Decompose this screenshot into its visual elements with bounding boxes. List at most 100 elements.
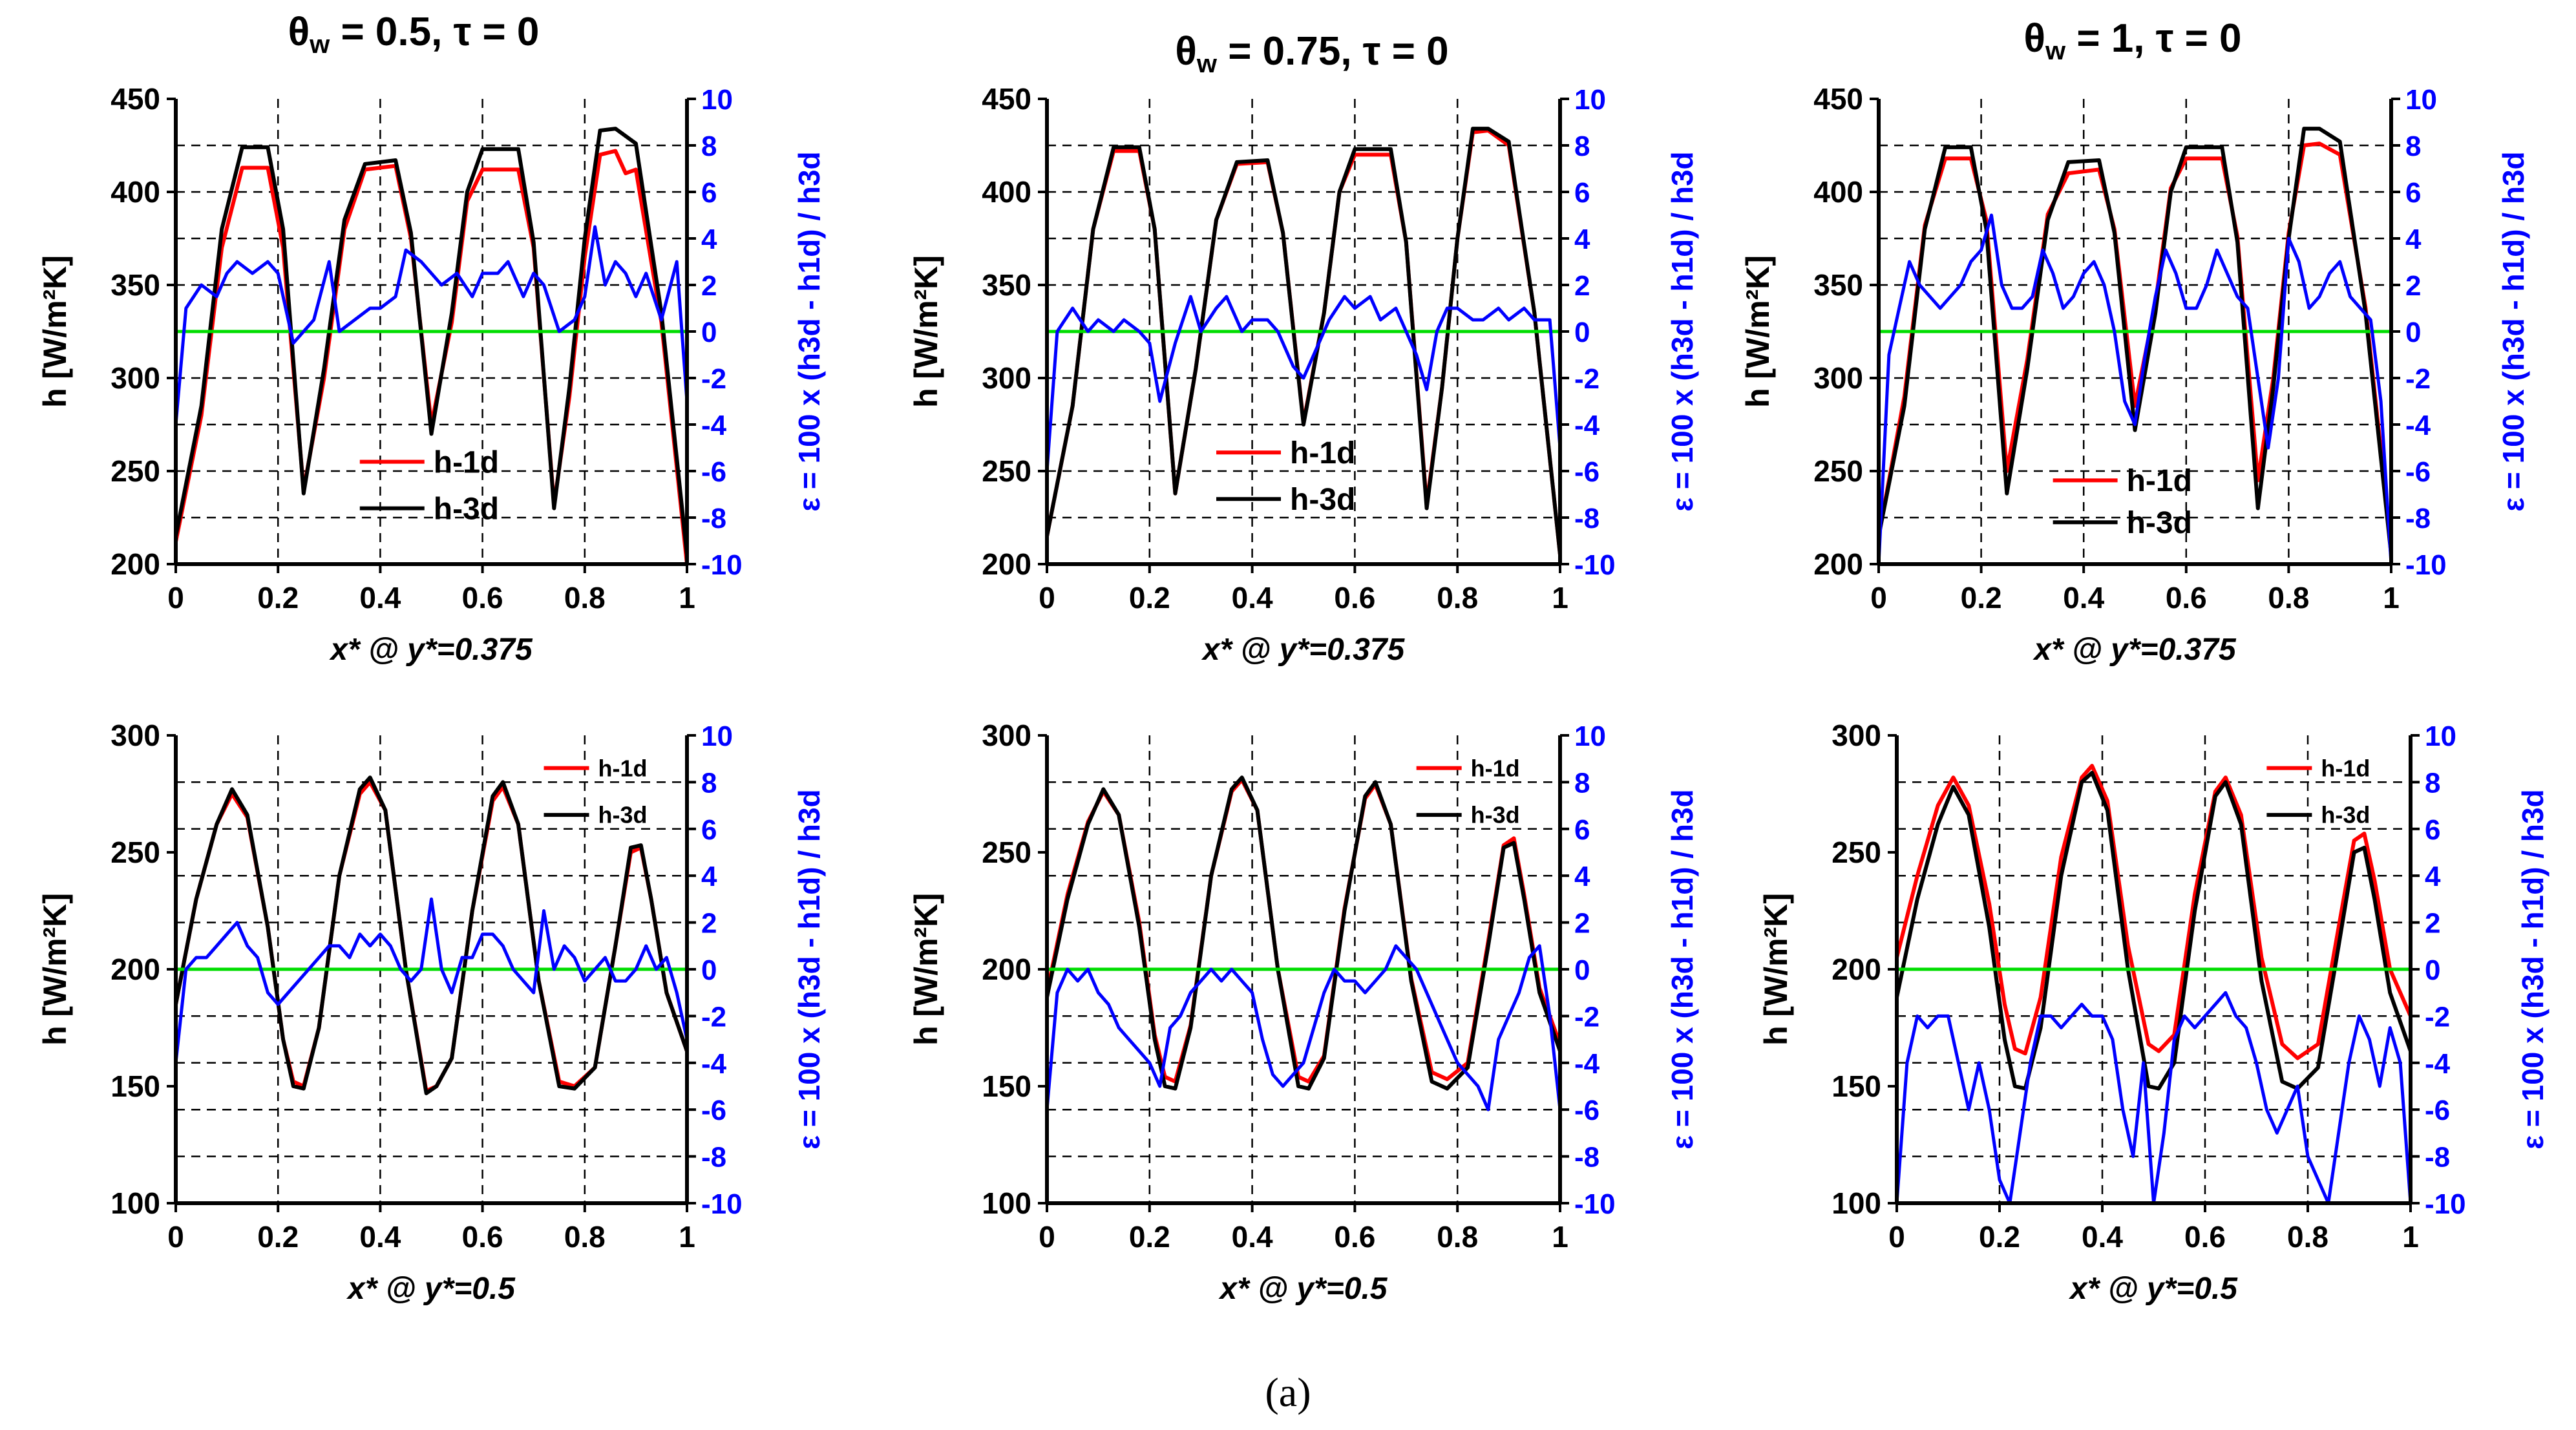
y2-tick-label: -10 bbox=[2425, 1188, 2466, 1220]
y2-tick-label: -2 bbox=[1574, 363, 1599, 395]
y2-tick-label: -2 bbox=[2425, 1001, 2450, 1033]
x-tick-label: 0.4 bbox=[1232, 581, 1273, 615]
y-axis-label-left: h [W/m²K] bbox=[1740, 255, 1776, 408]
y2-tick-label: 10 bbox=[2405, 84, 2437, 116]
y2-tick-label: -10 bbox=[1574, 549, 1616, 581]
x-tick-label: 0.6 bbox=[1334, 1220, 1375, 1254]
y2-tick-label: 4 bbox=[1574, 861, 1590, 892]
y-tick-label: 300 bbox=[982, 361, 1031, 395]
chart-panel-6: 0 0.2 0.4 0.6 0.8 1100150200250300-10-8-6-4-2… bbox=[1758, 719, 2550, 1306]
y2-tick-label: 10 bbox=[2425, 720, 2456, 752]
y2-tick-label: -8 bbox=[1574, 1142, 1599, 1173]
series-h-3d bbox=[1895, 770, 2412, 1091]
x-tick-label: 0 bbox=[167, 581, 184, 615]
y-tick-label: 200 bbox=[1832, 952, 1881, 986]
chart-panel-2: 0 0.2 0.4 0.6 0.8 1 200 250 300 350 400 450 -10 -8 -6 -… bbox=[908, 29, 1699, 667]
y2-tick-label: -10 bbox=[701, 1188, 743, 1220]
x-tick-label: 0.4 bbox=[2082, 1220, 2123, 1254]
chart-panel-3: 0 0.2 0.4 0.6 0.8 1 200 250 300 350 400 450 -10 -8 -6 -… bbox=[1740, 16, 2530, 667]
x-tick-label: 0.2 bbox=[1961, 581, 2002, 615]
y2-tick-label: 6 bbox=[1574, 177, 1590, 209]
y-axis-label-left: h [W/m²K] bbox=[1758, 893, 1794, 1046]
y-axis-label-right: ε = 100 x (h3d - h1d) / h3d bbox=[792, 151, 826, 511]
x-tick-label: 0 bbox=[1870, 581, 1887, 615]
y2-tick-label: -4 bbox=[1574, 410, 1600, 441]
y2-tick-label: -10 bbox=[701, 549, 743, 581]
legend-label-h-3d: h-3d bbox=[2321, 802, 2370, 828]
y2-tick-label: 0 bbox=[701, 317, 717, 348]
y2-tick-label: -4 bbox=[1574, 1048, 1600, 1080]
y-axis-label-left: h [W/m²K] bbox=[37, 893, 73, 1046]
y2-tick-label: 0 bbox=[1574, 317, 1590, 348]
y2-tick-label: -8 bbox=[1574, 503, 1599, 534]
y2-tick-label: 4 bbox=[2405, 224, 2422, 255]
y2-tick-label: 4 bbox=[1574, 224, 1590, 255]
y2-tick-label: 8 bbox=[2405, 131, 2421, 162]
x-axis-label: x* @ y*=0.5 bbox=[2068, 1272, 2238, 1306]
y2-tick-label: 2 bbox=[2405, 270, 2421, 302]
x-axis-label: x* @ y*=0.5 bbox=[1218, 1272, 1388, 1306]
y-axis-label-right: ε = 100 x (h3d - h1d) / h3d bbox=[2516, 789, 2550, 1149]
x-tick-label: 0.4 bbox=[359, 581, 401, 615]
y-tick-label: 150 bbox=[1832, 1069, 1881, 1103]
x-tick-label: 0.6 bbox=[462, 1220, 503, 1254]
chart-title: θw = 1, τ = 0 bbox=[2023, 16, 2241, 65]
y2-tick-label: -4 bbox=[2425, 1048, 2451, 1080]
caption-text: (a) bbox=[1265, 1369, 1311, 1415]
series-h-3d bbox=[1045, 775, 1562, 1091]
y2-tick-label: -8 bbox=[2405, 503, 2431, 534]
y2-tick-label: 2 bbox=[701, 270, 717, 302]
x-axis-label: x* @ y*=0.5 bbox=[346, 1272, 516, 1306]
y2-tick-label: -10 bbox=[1574, 1188, 1616, 1220]
x-axis-label: x* @ y*=0.375 bbox=[2032, 633, 2237, 667]
series-h-3d bbox=[174, 127, 689, 555]
y2-tick-label: -8 bbox=[701, 1142, 726, 1173]
y-tick-label: 100 bbox=[1832, 1186, 1881, 1220]
x-tick-label: 0.6 bbox=[1334, 581, 1375, 615]
series-h-3d bbox=[174, 775, 689, 1095]
y-tick-label: 400 bbox=[982, 175, 1031, 209]
y2-tick-label: 4 bbox=[2425, 861, 2441, 892]
x-tick-label: 0.8 bbox=[564, 581, 606, 615]
y2-tick-label: 10 bbox=[701, 84, 733, 116]
y-tick-label: 250 bbox=[111, 836, 160, 869]
y-tick-label: 400 bbox=[111, 175, 160, 209]
y-tick-label: 250 bbox=[982, 836, 1031, 869]
y-axis-label-left: h [W/m²K] bbox=[908, 893, 944, 1046]
figure-caption: (a) bbox=[1223, 1369, 1353, 1416]
legend-label-h-1d: h-1d bbox=[1290, 436, 1355, 470]
series-h-1d bbox=[174, 149, 689, 565]
x-tick-label: 0.2 bbox=[257, 581, 299, 615]
y2-tick-label: 6 bbox=[1574, 814, 1590, 846]
x-axis-label: x* @ y*=0.375 bbox=[328, 633, 533, 667]
y-axis-label-left: h [W/m²K] bbox=[908, 255, 944, 408]
series-epsilon bbox=[174, 225, 689, 425]
x-axis-label: x* @ y*=0.375 bbox=[1201, 633, 1406, 667]
chart-panel-5: 0 0.2 0.4 0.6 0.8 1100150200250300-10-8-6-4-2… bbox=[908, 719, 1699, 1306]
y2-tick-label: -6 bbox=[1574, 456, 1599, 488]
y-tick-label: 250 bbox=[982, 454, 1031, 488]
legend-label-h-3d: h-3d bbox=[1290, 483, 1355, 517]
chart-panel-4: 0 0.2 0.4 0.6 0.8 1100150200250300-10-8-6-4-2… bbox=[37, 719, 826, 1306]
y-tick-label: 250 bbox=[1832, 836, 1881, 869]
y2-tick-label: -2 bbox=[701, 363, 726, 395]
series-h-3d bbox=[1045, 127, 1562, 555]
x-tick-label: 0.2 bbox=[257, 1220, 299, 1254]
legend-label-h-3d: h-3d bbox=[1471, 802, 1520, 828]
y-tick-label: 300 bbox=[111, 361, 160, 395]
y2-tick-label: -2 bbox=[701, 1001, 726, 1033]
y2-tick-label: 2 bbox=[1574, 270, 1590, 302]
y-tick-label: 450 bbox=[982, 82, 1031, 116]
y-axis-label-right: ε = 100 x (h3d - h1d) / h3d bbox=[2497, 151, 2530, 511]
chart-panel-1: 0 0.2 0.4 0.6 0.8 1 200 250 300 350 400 450 -10 -8 -6 -… bbox=[37, 10, 826, 667]
legend-label-h-1d: h-1d bbox=[1471, 755, 1520, 781]
y2-tick-label: -2 bbox=[1574, 1001, 1599, 1033]
y2-tick-label: 0 bbox=[2425, 954, 2440, 986]
chart-title: θw = 0.5, τ = 0 bbox=[288, 10, 540, 59]
y-tick-label: 250 bbox=[1813, 454, 1863, 488]
y2-tick-label: 10 bbox=[1574, 84, 1606, 116]
x-tick-label: 0.8 bbox=[564, 1220, 606, 1254]
y-tick-label: 200 bbox=[982, 952, 1031, 986]
x-tick-label: 0.6 bbox=[462, 581, 503, 615]
legend-label-h-1d: h-1d bbox=[598, 755, 648, 781]
